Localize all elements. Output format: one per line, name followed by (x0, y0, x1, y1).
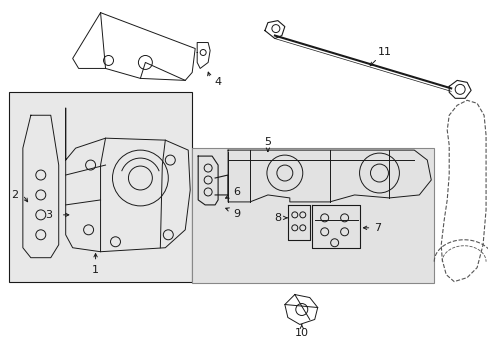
Text: 7: 7 (373, 223, 380, 233)
Text: 3: 3 (45, 210, 52, 220)
Text: 2: 2 (11, 190, 19, 200)
Text: 1: 1 (92, 265, 99, 275)
Bar (192, 148, 433, 283)
Bar (9, 92, 192, 282)
Text: 11: 11 (377, 48, 391, 58)
Text: 4: 4 (214, 77, 221, 87)
Text: 9: 9 (233, 209, 240, 219)
Text: 6: 6 (233, 187, 240, 197)
Text: 5: 5 (264, 137, 271, 147)
Text: 10: 10 (294, 328, 308, 338)
Text: 8: 8 (274, 213, 281, 223)
